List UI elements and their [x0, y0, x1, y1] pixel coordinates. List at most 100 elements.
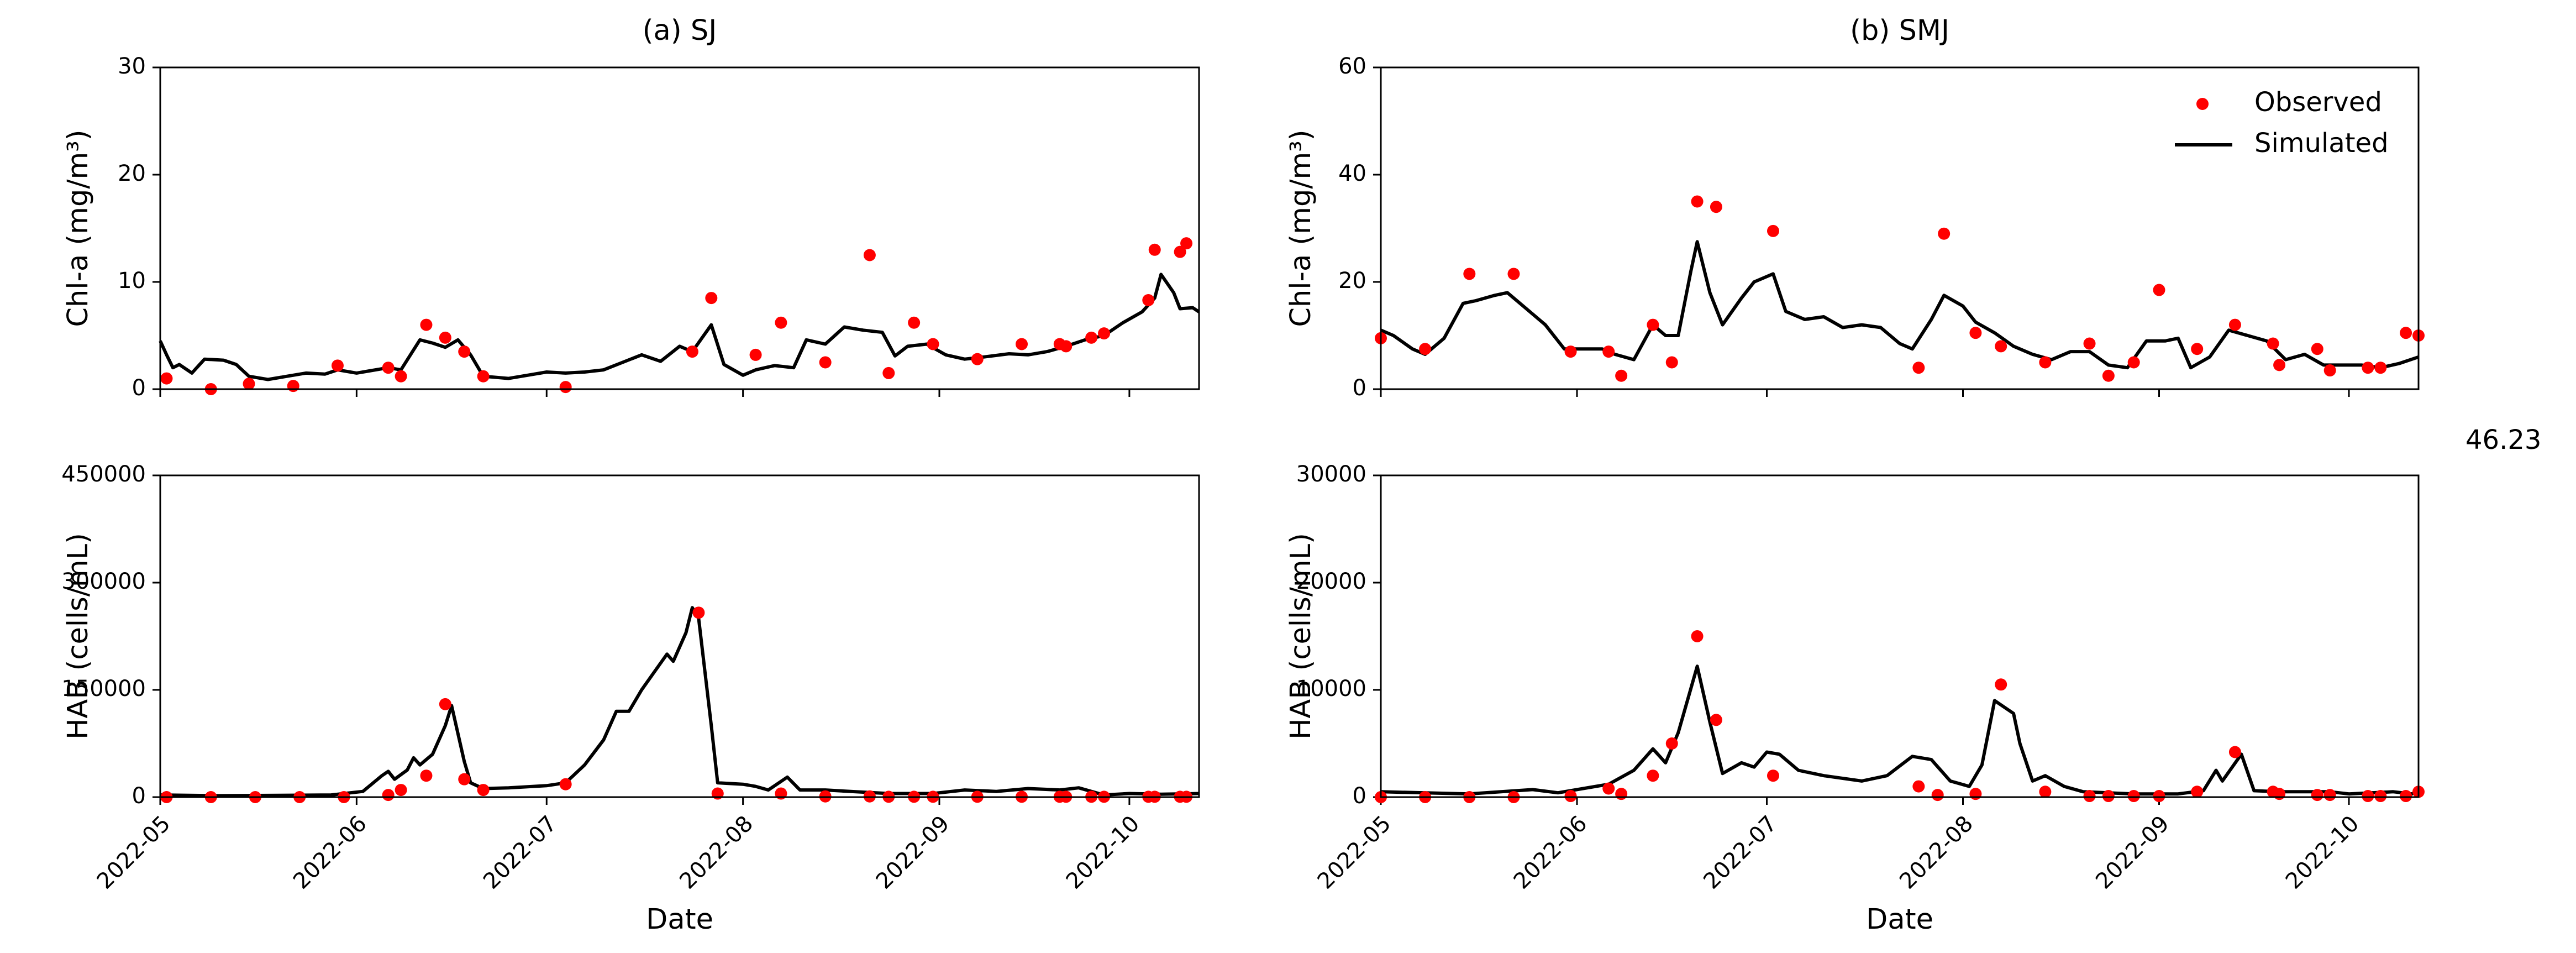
chart-3-observed-point — [2400, 790, 2412, 803]
chart-0-observed-point — [331, 359, 344, 372]
chart-2-observed-point — [692, 606, 705, 619]
chart-0-observed-point — [559, 381, 572, 394]
chart-1-observed-point — [1995, 340, 2007, 353]
chart-3-ytick-label: 20000 — [1296, 569, 1366, 594]
chart-3-observed-point — [2153, 790, 2165, 803]
chart-2-simulated-line — [160, 606, 1200, 798]
chart-3-observed-point — [1665, 737, 1678, 750]
chart-3-ylabel: HAB (cells/mL) — [1285, 533, 1317, 740]
chart-3-observed-point — [1931, 789, 1944, 802]
chart-1-observed-point — [2267, 337, 2279, 350]
chart-0-observed-point — [705, 292, 718, 305]
chart-1-legend-observed-marker — [2196, 98, 2209, 110]
chart-3-xtick-label: 2022-05 — [1313, 811, 1396, 894]
chart-0-observed-point — [243, 378, 255, 390]
chart-0-observed-point — [287, 380, 299, 392]
chart-1-observed-point — [2039, 356, 2052, 369]
chart-3-observed-point — [2039, 786, 2052, 798]
chart-1-observed-point — [2311, 343, 2323, 355]
chart-1-legend-simulated-label: Simulated — [2254, 128, 2389, 159]
chart-2-observed-point — [477, 784, 490, 797]
chart-1-ytick-label: 40 — [1338, 161, 1366, 186]
chart-2-xtick-label: 2022-08 — [675, 811, 758, 894]
chart-1-observed-point — [2191, 343, 2204, 355]
chart-3-observed-point — [2127, 790, 2140, 803]
chart-1-observed-point — [2374, 362, 2387, 374]
chart-2-observed-point — [420, 769, 433, 782]
chart-1-observed-point — [1969, 327, 1982, 339]
chart-0-observed-point — [819, 356, 832, 369]
chart-0-observed-point — [927, 338, 939, 350]
chart-1-ytick-label: 20 — [1338, 268, 1366, 294]
chart-3-observed-point — [1615, 788, 1628, 800]
chart-3-observed-point — [1969, 788, 1982, 800]
chart-0-ytick-label: 30 — [118, 54, 146, 79]
chart-3-observed-point — [2374, 790, 2387, 803]
chart-1-observed-point — [1602, 345, 1615, 358]
chart-3-observed-point — [2083, 790, 2096, 803]
chart-1-observed-point — [1767, 224, 1779, 237]
chart-2-observed-point — [559, 778, 572, 790]
chart-1-observed-point — [1463, 268, 1476, 280]
chart-3-observed-point — [1564, 790, 1577, 803]
chart-1-observed-point — [1938, 227, 1951, 240]
chart-0-observed-point — [908, 316, 921, 329]
chart-3-xtick-label: 2022-07 — [1699, 811, 1782, 894]
chart-2-observed-point — [382, 789, 395, 802]
chart-1-observed-point — [1665, 356, 1678, 369]
chart-0-observed-point — [1180, 237, 1193, 250]
chart-3-ytick-label: 10000 — [1296, 676, 1366, 701]
chart-3-observed-point — [2362, 790, 2374, 803]
chart-0-observed-point — [1060, 340, 1073, 353]
chart-2-xtick-label: 2022-06 — [288, 811, 372, 894]
chart-0-simulated-line — [159, 273, 1200, 381]
chart-1-observed-point — [2102, 369, 2115, 382]
chart-3-simulated-line — [1380, 664, 2420, 796]
chart-3-xlabel: Date — [1866, 903, 1933, 936]
chart-3-observed-point — [1710, 714, 1722, 726]
chart-1-observed-point — [1710, 201, 1722, 213]
chart-1-ylabel: Chl-a (mg/m³) — [1285, 129, 1317, 327]
chart-3-observed-point — [2323, 789, 2336, 802]
chart-2-xtick-label: 2022-10 — [1061, 811, 1145, 894]
chart-3-observed-point — [2273, 788, 2286, 800]
chart-2-xlabel: Date — [646, 903, 713, 936]
chart-1-observed-point — [1615, 369, 1628, 382]
chart-2-axes-frame — [159, 474, 1200, 798]
chart-3-xtick-label: 2022-08 — [1895, 811, 1978, 894]
chart-1-observed-point — [2400, 327, 2412, 339]
chart-2-ytick-label: 150000 — [61, 676, 146, 701]
chart-0-observed-point — [1174, 245, 1186, 258]
chart-1-observed-point — [2273, 359, 2286, 371]
chart-0-observed-point — [775, 316, 787, 329]
chart-1-legend-observed-label: Observed — [2254, 87, 2382, 118]
chart-3-observed-point — [1767, 769, 1779, 782]
chart-0-observed-point — [395, 370, 407, 383]
chart-0-observed-point — [1085, 331, 1098, 344]
chart-1-observed-point — [1507, 268, 1520, 280]
chart-2-xtick-label: 2022-09 — [871, 811, 955, 894]
chart-0-title: (a) SJ — [643, 14, 717, 47]
chart-2-xtick-label: 2022-07 — [479, 811, 562, 894]
chart-0-observed-point — [382, 362, 395, 374]
chart-2-observed-point — [395, 784, 407, 797]
chart-3-observed-point — [2311, 789, 2323, 802]
chart-3-xtick-label: 2022-06 — [1509, 811, 1592, 894]
chart-1-observed-point — [2083, 337, 2096, 350]
chart-1-title: (b) SMJ — [1850, 14, 1949, 47]
chart-0-observed-point — [439, 331, 451, 344]
chart-0-observed-point — [1142, 294, 1155, 306]
chart-2-ytick-label: 300000 — [61, 569, 146, 594]
chart-0-observed-point — [1098, 327, 1111, 340]
chart-1-observed-point — [2153, 284, 2165, 296]
chart-3-observed-point — [1602, 782, 1615, 795]
chart-3-observed-point — [1691, 630, 1704, 642]
chart-0-observed-point — [749, 348, 762, 361]
chart-0-observed-point — [160, 372, 173, 385]
chart-1-observed-point — [1419, 343, 1432, 355]
chart-1-observed-point — [1691, 195, 1704, 208]
chart-1-observed-point — [2127, 356, 2140, 369]
chart-3-xtick-label: 2022-10 — [2281, 811, 2364, 894]
chart-0-observed-point — [458, 345, 471, 358]
